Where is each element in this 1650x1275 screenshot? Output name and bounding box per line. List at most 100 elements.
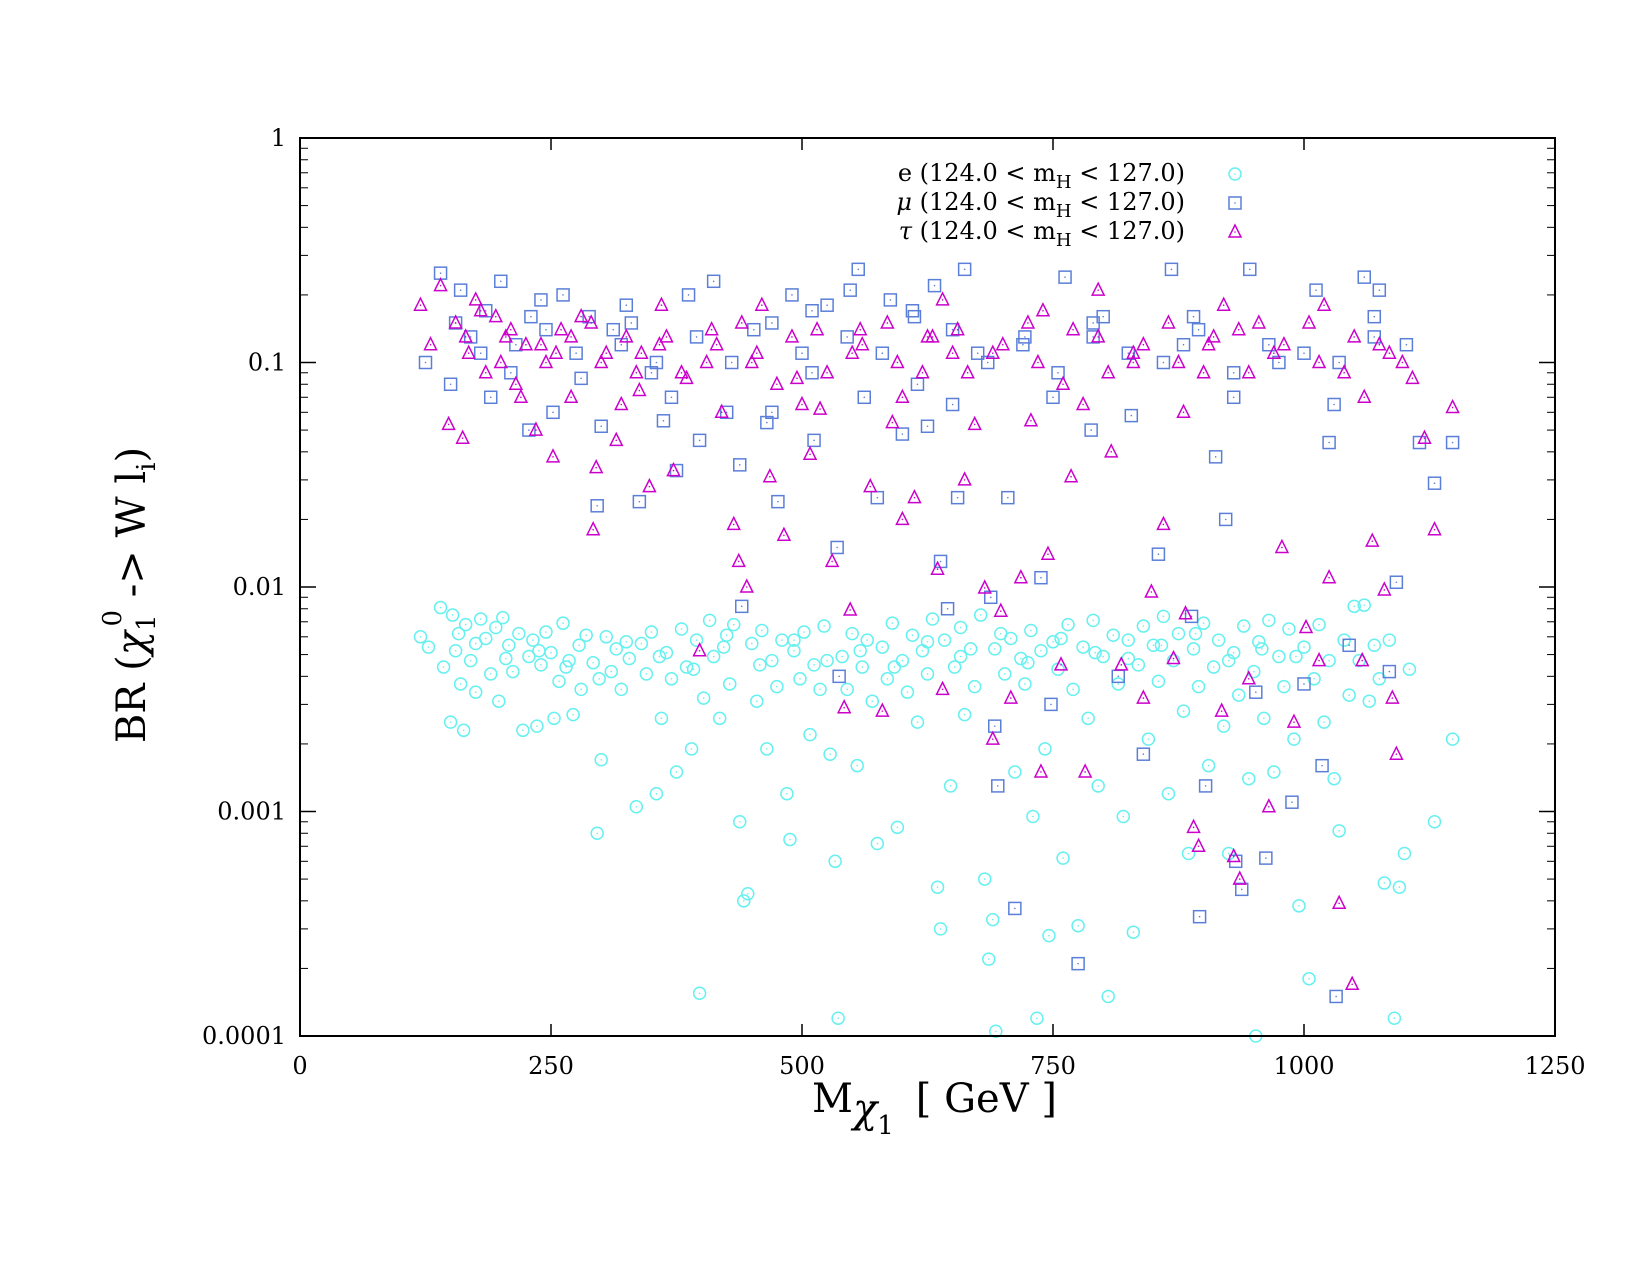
data-point-circle-center-dot bbox=[901, 659, 904, 662]
data-point-triangle bbox=[488, 307, 503, 323]
data-point-triangle-center-dot bbox=[901, 396, 904, 399]
data-point-triangle-center-dot bbox=[672, 469, 675, 472]
data-point-circle bbox=[741, 887, 755, 901]
data-point-triangle bbox=[754, 296, 770, 311]
data-point-circle bbox=[1342, 688, 1356, 702]
data-point-circle-center-dot bbox=[896, 826, 899, 829]
data-point-circle-center-dot bbox=[1044, 748, 1046, 750]
data-point-circle bbox=[860, 633, 875, 647]
data-point-square-center-dot bbox=[1090, 429, 1092, 431]
data-point-triangle-center-dot bbox=[1318, 659, 1320, 662]
data-point-triangle-center-dot bbox=[474, 299, 477, 301]
data-point-circle bbox=[1347, 599, 1361, 614]
data-point-triangle-center-dot bbox=[1281, 546, 1283, 549]
data-point-circle bbox=[1312, 617, 1326, 632]
data-point-circle bbox=[692, 986, 707, 1001]
data-point-triangle bbox=[1372, 336, 1387, 351]
data-point-triangle-center-dot bbox=[715, 343, 718, 346]
data-point-circle-center-dot bbox=[1328, 659, 1330, 662]
data-point-circle bbox=[1277, 679, 1291, 694]
data-point-circle bbox=[719, 628, 734, 642]
data-point-circle-center-dot bbox=[1162, 615, 1165, 618]
data-point-circle bbox=[1255, 642, 1269, 656]
data-point-triangle bbox=[1395, 353, 1410, 369]
data-point-circle bbox=[850, 758, 864, 773]
data-point-triangle bbox=[1427, 521, 1442, 536]
data-point-circle-center-dot bbox=[1403, 852, 1406, 855]
data-point-triangle bbox=[880, 314, 895, 329]
data-point-square-center-dot bbox=[1092, 322, 1094, 324]
data-point-triangle-center-dot bbox=[1383, 589, 1386, 591]
data-point-circle bbox=[737, 894, 751, 908]
data-point-circle-center-dot bbox=[1122, 815, 1125, 818]
data-point-square bbox=[1382, 664, 1397, 679]
data-point-square-center-dot bbox=[1198, 915, 1201, 918]
data-point-circle bbox=[797, 625, 811, 639]
data-point-circle-center-dot bbox=[893, 666, 896, 668]
data-point-triangle bbox=[744, 353, 760, 369]
legend-marker-square-center-dot bbox=[1234, 202, 1236, 204]
data-point-square-center-dot bbox=[1363, 276, 1366, 278]
data-point-circle-center-dot bbox=[1232, 651, 1235, 654]
data-point-circle-center-dot bbox=[1192, 648, 1195, 650]
data-point-triangle bbox=[1161, 314, 1176, 329]
data-point-circle-center-dot bbox=[1010, 637, 1012, 640]
data-point-triangle bbox=[967, 415, 982, 431]
data-point-circle-center-dot bbox=[1242, 625, 1245, 627]
data-point-triangle bbox=[545, 448, 561, 463]
data-point-square-center-dot bbox=[1451, 441, 1454, 444]
data-point-square-center-dot bbox=[484, 309, 487, 312]
data-point-circle-center-dot bbox=[738, 820, 741, 823]
data-point-triangle bbox=[1090, 281, 1106, 296]
data-point-circle-center-dot bbox=[1048, 934, 1050, 937]
data-point-circle bbox=[1196, 616, 1211, 630]
data-point-square bbox=[484, 390, 498, 405]
data-point-circle-center-dot bbox=[1157, 680, 1160, 683]
data-point-square-center-dot bbox=[1052, 396, 1054, 399]
data-point-circle bbox=[1008, 765, 1022, 779]
data-point-square bbox=[504, 366, 518, 380]
data-point-circle bbox=[468, 685, 483, 699]
data-point-square-center-dot bbox=[1335, 995, 1337, 998]
data-point-triangle bbox=[1171, 353, 1186, 369]
data-point-circle-center-dot bbox=[756, 700, 758, 702]
data-point-square-center-dot bbox=[1050, 703, 1052, 706]
data-point-square-center-dot bbox=[630, 322, 633, 324]
data-point-square-center-dot bbox=[424, 361, 427, 364]
y-tick-label: 0.01 bbox=[233, 573, 286, 601]
data-point-circle bbox=[977, 872, 992, 886]
data-point-circle bbox=[448, 644, 463, 658]
data-point-triangle bbox=[1077, 763, 1093, 778]
data-point-square-center-dot bbox=[1007, 496, 1009, 499]
data-point-triangle bbox=[1355, 651, 1370, 667]
data-point-circle-center-dot bbox=[442, 666, 445, 668]
data-point-triangle bbox=[563, 388, 579, 404]
data-point-square bbox=[765, 405, 779, 420]
data-point-triangle-center-dot bbox=[966, 371, 969, 374]
data-point-square bbox=[1084, 423, 1098, 437]
data-point-circle bbox=[831, 1011, 845, 1025]
data-point-circle bbox=[1081, 711, 1095, 726]
data-point-triangle-center-dot bbox=[963, 479, 966, 481]
data-point-circle bbox=[910, 715, 925, 729]
data-point-triangle-center-dot bbox=[560, 328, 562, 331]
data-point-square-center-dot bbox=[1157, 553, 1160, 555]
data-point-square-center-dot bbox=[857, 268, 860, 271]
data-point-triangle bbox=[802, 445, 818, 461]
data-point-circle bbox=[845, 626, 859, 641]
data-point-circle-center-dot bbox=[718, 717, 721, 720]
data-point-circle bbox=[526, 633, 540, 647]
data-point-circle bbox=[604, 664, 618, 679]
data-point-square bbox=[418, 355, 433, 370]
data-point-square bbox=[1121, 346, 1136, 360]
data-point-circle-center-dot bbox=[419, 636, 422, 638]
data-point-square-center-dot bbox=[600, 425, 602, 428]
data-point-circle-center-dot bbox=[983, 878, 986, 880]
data-point-circle-center-dot bbox=[1027, 661, 1029, 664]
data-point-circle bbox=[453, 677, 468, 691]
data-point-circle-center-dot bbox=[786, 792, 788, 795]
data-point-square-center-dot bbox=[1014, 907, 1016, 910]
data-point-circle-center-dot bbox=[1278, 655, 1280, 658]
data-point-circle-center-dot bbox=[1298, 905, 1300, 907]
data-point-circle bbox=[1237, 619, 1251, 633]
